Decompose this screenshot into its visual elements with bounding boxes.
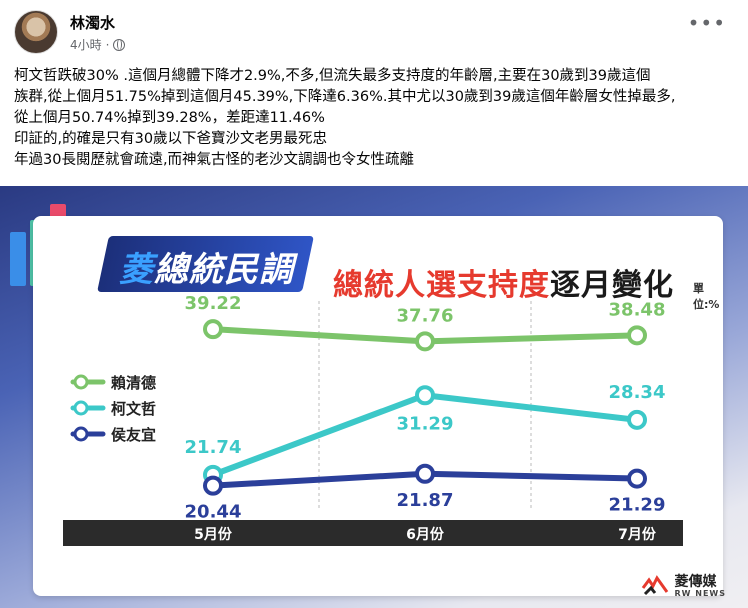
- data-label: 39.22: [185, 293, 242, 314]
- data-point: [627, 468, 647, 489]
- line-chart: 5月份 6月份 7月份 39.22 37.76 38.48 賴清德 21.74 31.29 28.…: [63, 293, 683, 546]
- chart-title-red: 總統人選支持度: [333, 268, 550, 303]
- data-point: [415, 463, 435, 484]
- dot-separator: ·: [105, 37, 110, 52]
- x-tick-label: 6月份: [406, 526, 445, 543]
- post-meta: 4小時 ·: [70, 36, 126, 53]
- data-point: [203, 475, 223, 496]
- brand-name: 總統民調: [154, 250, 294, 290]
- author-avatar[interactable]: [14, 10, 58, 54]
- legend-label: 賴清德: [111, 374, 156, 392]
- post-line: 年過30長閱歷就會疏遠,而神氣古怪的老沙文調調也令女性疏離: [14, 152, 415, 168]
- legend-marker: [73, 400, 89, 416]
- more-options-button[interactable]: •••: [687, 11, 726, 35]
- brand-char: 菱: [119, 250, 154, 290]
- chart-panel: 菱總統民調 總統人選支持度逐月變化 單位:% 5月份 6月份 7月份 39.22 37.…: [33, 216, 723, 596]
- data-point: [415, 331, 435, 352]
- data-point: [627, 409, 647, 430]
- data-label: 20.44: [185, 502, 242, 523]
- brand-title: 菱總統民調: [119, 242, 294, 291]
- data-point: [203, 319, 223, 340]
- data-point: [627, 325, 647, 346]
- globe-icon: [113, 38, 126, 51]
- data-label: 21.29: [609, 495, 666, 516]
- legend-label: 侯友宜: [111, 426, 156, 444]
- legend-marker: [73, 426, 89, 442]
- rw-news-logo-icon: [641, 574, 669, 598]
- series-line: [210, 392, 640, 478]
- x-tick-label: 5月份: [194, 526, 233, 543]
- data-label: 21.87: [397, 490, 454, 511]
- post-line: 柯文哲跌破30% .這個月總體下降才2.9%,不多,但流失最多支持度的年齡層,主…: [14, 68, 651, 84]
- data-label: 21.74: [185, 437, 242, 458]
- watermark-text: 菱傳媒: [674, 573, 717, 590]
- chart-title-dark: 逐月變化: [550, 268, 674, 303]
- data-label: 38.48: [609, 299, 666, 320]
- post-body: 柯文哲跌破30% .這個月總體下降才2.9%,不多,但流失最多支持度的年齡層,主…: [14, 66, 738, 171]
- watermark-sub: RW NEWS: [674, 588, 726, 598]
- author-name[interactable]: 林濁水: [70, 14, 116, 32]
- unit-label: 單位:%: [693, 282, 720, 311]
- x-axis-band: [63, 520, 683, 546]
- watermark: 菱傳媒 RW NEWS: [641, 574, 726, 598]
- legend-marker: [73, 374, 89, 390]
- post-line: 從上個月50.74%掉到39.28%，差距達11.46%: [14, 110, 325, 126]
- data-point: [415, 385, 435, 406]
- data-label: 28.34: [609, 382, 666, 403]
- chart-title: 總統人選支持度逐月變化: [333, 260, 674, 304]
- data-label: 31.29: [397, 413, 454, 434]
- post-time[interactable]: 4小時: [70, 38, 102, 52]
- post-line: 印証的,的確是只有30歲以下爸寶沙文老男最死忠: [14, 131, 328, 147]
- legend-label: 柯文哲: [111, 400, 156, 418]
- data-label: 37.76: [397, 305, 454, 326]
- post-image[interactable]: 菱總統民調 總統人選支持度逐月變化 單位:% 5月份 6月份 7月份 39.22 37.…: [0, 186, 748, 608]
- x-tick-label: 7月份: [618, 526, 657, 543]
- post-line: 族群,從上個月51.75%掉到這個月45.39%,下降達6.36%.其中尤以30…: [14, 89, 676, 105]
